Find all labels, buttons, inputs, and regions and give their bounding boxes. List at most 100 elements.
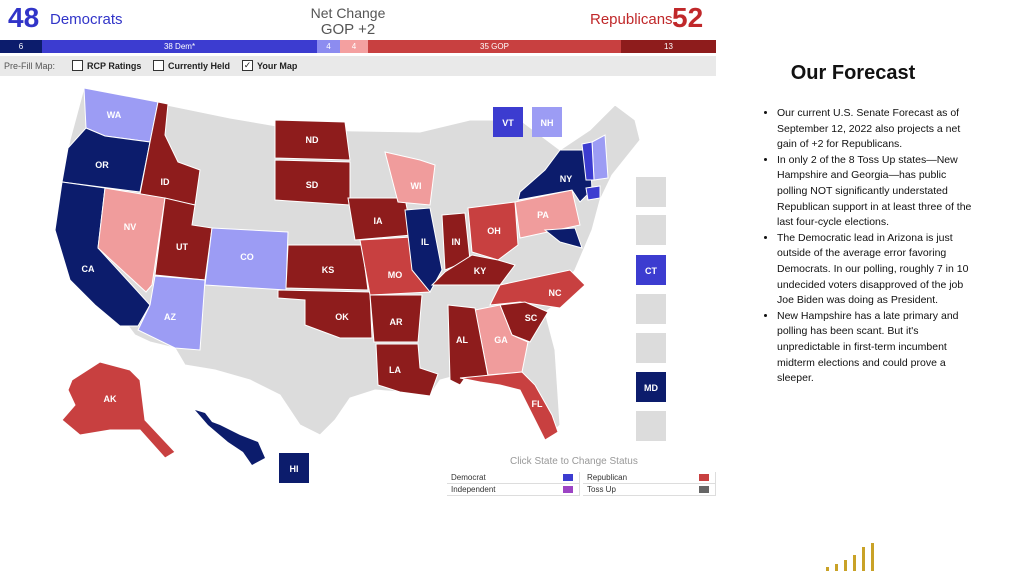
state-ak[interactable]: [61, 361, 176, 459]
label-ga: GA: [494, 335, 508, 345]
label-az: AZ: [164, 312, 176, 322]
independent-swatch-icon: [563, 486, 573, 493]
senate-map-widget: 48 Democrats Net Change GOP +2 Republica…: [0, 0, 716, 496]
bar-rep: 35 GOP: [368, 40, 621, 53]
box-hi[interactable]: [279, 453, 309, 483]
label-nv: NV: [124, 222, 137, 232]
republican-swatch-icon: [699, 474, 709, 481]
bar-lean-rep: 4: [340, 40, 368, 53]
status-legend: Democrat Republican Independent Toss Up: [447, 472, 716, 496]
box-nh[interactable]: [532, 107, 562, 137]
bar-safe-rep: 13: [621, 40, 716, 53]
legend-toss-up[interactable]: Toss Up: [583, 484, 716, 496]
label-in: IN: [452, 237, 461, 247]
label-ks: KS: [322, 265, 335, 275]
label-ak: AK: [104, 394, 117, 404]
legend-title: Click State to Change Status: [510, 456, 638, 467]
label-wi: WI: [411, 181, 422, 191]
state-la[interactable]: [375, 343, 439, 397]
label-al: AL: [456, 335, 468, 345]
tally-header: 48 Democrats Net Change GOP +2 Republica…: [0, 0, 716, 40]
label-ny: NY: [560, 174, 573, 184]
bar-dem: 38 Dem*: [42, 40, 317, 53]
legend-label: Republican: [587, 473, 628, 482]
prefill-rcp-ratings[interactable]: RCP Ratings: [72, 60, 141, 71]
seat-balance-bar: 6 38 Dem* 4 4 35 GOP 13: [0, 40, 716, 53]
bar-lean-dem: 4: [317, 40, 340, 53]
label-mo: MO: [388, 270, 403, 280]
label-hi: HI: [290, 464, 299, 474]
state-hi[interactable]: [195, 410, 265, 465]
prefill-option-label: Your Map: [257, 60, 298, 71]
dem-label: Democrats: [50, 11, 123, 28]
state-nc[interactable]: [489, 269, 586, 309]
prefill-label: Pre-Fill Map:: [4, 61, 56, 71]
signal-bars-icon: [826, 541, 882, 571]
forecast-panel: Our Forecast Our current U.S. Senate For…: [718, 0, 1024, 577]
label-co: CO: [240, 252, 254, 262]
checkbox-icon[interactable]: [153, 60, 164, 71]
prefill-option-label: RCP Ratings: [87, 60, 142, 71]
box-empty-5[interactable]: [636, 411, 666, 441]
label-ar: AR: [390, 317, 403, 327]
legend-label: Toss Up: [587, 485, 616, 494]
prefill-your-map[interactable]: ✓ Your Map: [242, 60, 297, 71]
legend-democrat[interactable]: Democrat: [447, 472, 580, 484]
prefill-option-label: Currently Held: [168, 60, 231, 71]
prefill-toolbar: Pre-Fill Map: RCP Ratings Currently Held…: [0, 56, 716, 76]
label-fl: FL: [532, 399, 543, 409]
legend-independent[interactable]: Independent: [447, 484, 580, 496]
label-ct: CT: [645, 266, 657, 276]
label-ky: KY: [474, 266, 487, 276]
state-md-shape[interactable]: [543, 227, 583, 249]
label-il: IL: [421, 237, 430, 247]
state-az[interactable]: [137, 275, 206, 351]
checkbox-icon[interactable]: [72, 60, 83, 71]
state-ks[interactable]: [285, 244, 369, 291]
state-ar[interactable]: [369, 294, 423, 343]
state-oh[interactable]: [467, 201, 519, 261]
forecast-bullet: In only 2 of the 8 Toss Up states—New Ha…: [777, 153, 977, 231]
label-id: ID: [161, 177, 171, 187]
state-id[interactable]: [139, 101, 201, 206]
label-nc: NC: [549, 288, 562, 298]
us-map: WA OR CA ID NV UT AZ CO ND SD KS OK IA M…: [54, 87, 666, 483]
box-empty-1[interactable]: [636, 177, 666, 207]
forecast-title: Our Forecast: [790, 62, 916, 84]
legend-label: Independent: [451, 485, 496, 494]
state-vt-shape[interactable]: [581, 141, 595, 181]
label-ia: IA: [374, 216, 384, 226]
box-empty-3[interactable]: [636, 294, 666, 324]
rep-label: Republicans: [590, 11, 673, 28]
state-wi[interactable]: [384, 151, 436, 206]
label-or: OR: [95, 160, 109, 170]
box-ct[interactable]: [636, 255, 666, 285]
forecast-bullet: New Hampshire has a late primary and pol…: [777, 309, 977, 387]
state-nd[interactable]: [274, 119, 351, 161]
box-vt[interactable]: [493, 107, 523, 137]
state-ct-shape[interactable]: [585, 185, 601, 201]
forecast-bullet: The Democratic lead in Arizona is just o…: [777, 231, 977, 309]
bar-safe-dem: 6: [0, 40, 42, 53]
prefill-currently-held[interactable]: Currently Held: [153, 60, 230, 71]
label-la: LA: [389, 365, 401, 375]
label-nd: ND: [306, 135, 319, 145]
forecast-bullet: Our current U.S. Senate Forecast as of S…: [777, 106, 977, 153]
state-nh-shape[interactable]: [591, 134, 609, 181]
label-nh: NH: [541, 118, 554, 128]
checkmark-icon[interactable]: ✓: [242, 60, 253, 71]
label-oh: OH: [487, 226, 501, 236]
label-sd: SD: [306, 180, 319, 190]
state-fl[interactable]: [459, 371, 559, 441]
state-nv[interactable]: [97, 187, 166, 293]
label-wa: WA: [107, 110, 122, 120]
rep-seat-count: 52: [672, 2, 704, 33]
label-pa: PA: [537, 210, 549, 220]
legend-republican[interactable]: Republican: [583, 472, 716, 484]
democrat-swatch-icon: [563, 474, 573, 481]
box-md[interactable]: [636, 372, 666, 402]
box-empty-2[interactable]: [636, 215, 666, 245]
label-md: MD: [644, 383, 658, 393]
box-empty-4[interactable]: [636, 333, 666, 363]
